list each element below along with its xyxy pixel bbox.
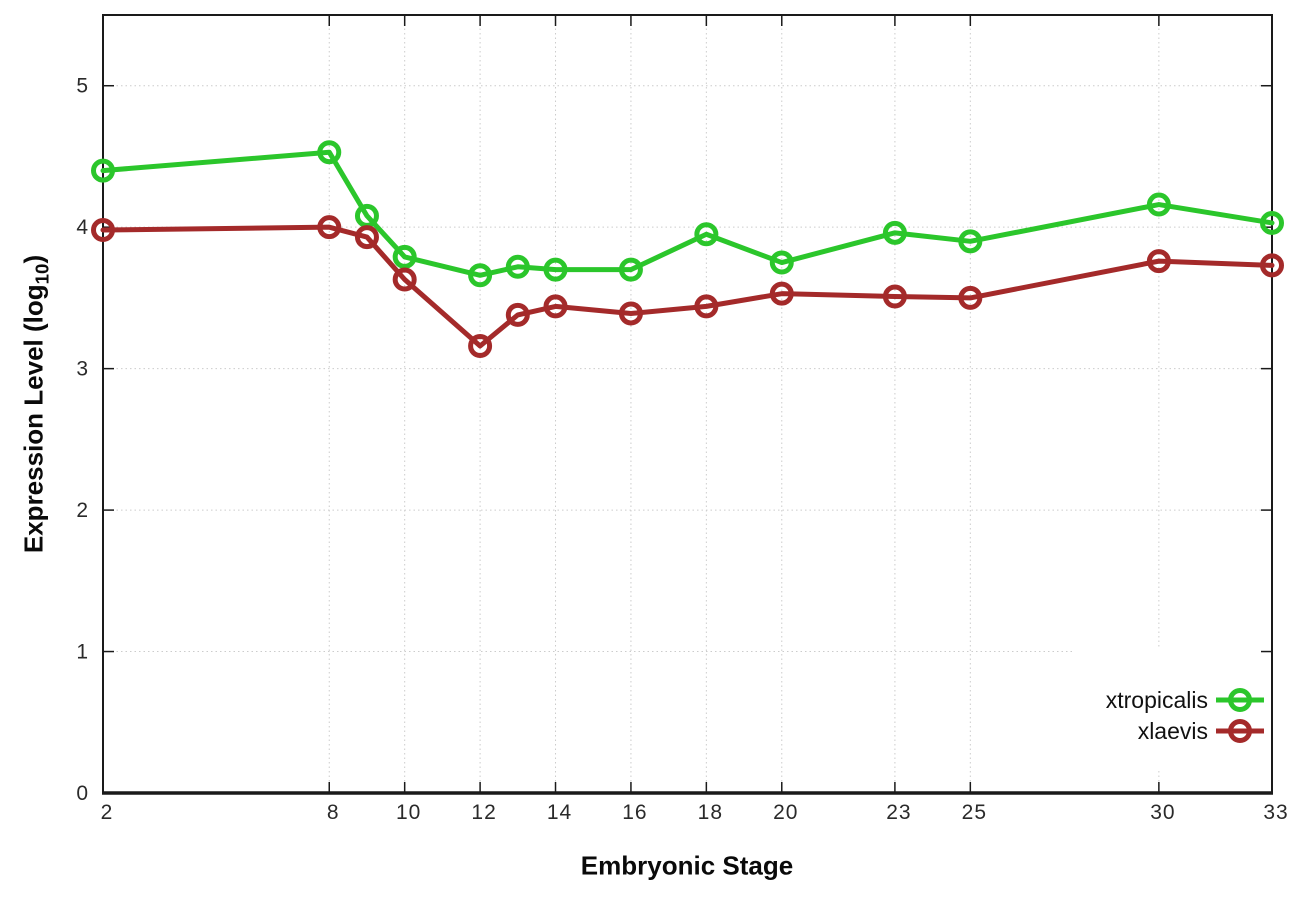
data-point-xtropicalis [1260,210,1284,235]
y-tick-label: 1 [76,641,89,664]
y-axis-title-subscript: 10 [31,263,53,285]
y-axis-title-close: ) [18,254,49,264]
data-point-xtropicalis [882,220,907,245]
x-tick-label: 33 [1263,801,1288,824]
data-point-xtropicalis [91,158,115,183]
y-axis-title: Expression Level (log10) [18,255,53,553]
x-tick-label: 10 [396,801,421,824]
y-tick-label: 2 [76,499,89,522]
legend-label-xlaevis: xlaevis [1138,718,1208,744]
x-tick-label: 25 [962,801,987,824]
x-tick-label: 12 [471,801,496,824]
data-point-xtropicalis [505,254,530,279]
data-point-xtropicalis [1146,192,1171,217]
data-point-xlaevis [543,294,568,319]
data-point-xtropicalis [317,140,342,165]
data-point-xlaevis [958,285,983,310]
x-tick-label: 14 [547,801,572,824]
data-point-xtropicalis [618,257,643,282]
y-tick-label: 0 [76,782,89,805]
x-tick-label: 16 [622,801,647,824]
x-tick-label: 18 [698,801,723,824]
data-point-xlaevis [769,281,794,306]
data-point-xlaevis [392,267,417,292]
x-tick-label: 2 [101,801,114,824]
data-point-xlaevis [317,215,342,240]
series-line-xtropicalis [100,149,1275,278]
data-point-xtropicalis [958,229,983,254]
y-tick-label: 3 [76,358,89,381]
x-tick-label: 23 [886,801,911,824]
data-point-xtropicalis [694,222,719,247]
y-tick-label: 4 [76,216,89,239]
data-point-xtropicalis [543,257,568,282]
y-tick-label: 5 [76,75,89,98]
data-point-xlaevis [505,302,530,327]
x-axis-title: Embryonic Stage [580,850,794,881]
x-tick-label: 8 [327,801,340,824]
data-point-xlaevis [1146,249,1171,274]
data-point-xlaevis [354,225,379,250]
data-point-xtropicalis [392,244,417,269]
data-point-xlaevis [882,284,907,309]
x-tick-label: 20 [773,801,798,824]
data-point-xlaevis [468,334,493,359]
data-point-xlaevis [1260,253,1284,278]
data-point-xlaevis [91,218,115,243]
legend-sample-marker-xtropicalis [1228,688,1252,712]
data-point-xlaevis [618,301,643,326]
legend-sample-marker-xlaevis [1228,719,1252,743]
legend-label-xtropicalis: xtropicalis [1106,687,1208,713]
x-tick-label: 30 [1150,801,1175,824]
data-point-xtropicalis [468,263,493,288]
data-point-xlaevis [694,294,719,319]
data-point-xtropicalis [769,250,794,275]
y-axis-title-text: Expression Level (log [18,284,49,554]
